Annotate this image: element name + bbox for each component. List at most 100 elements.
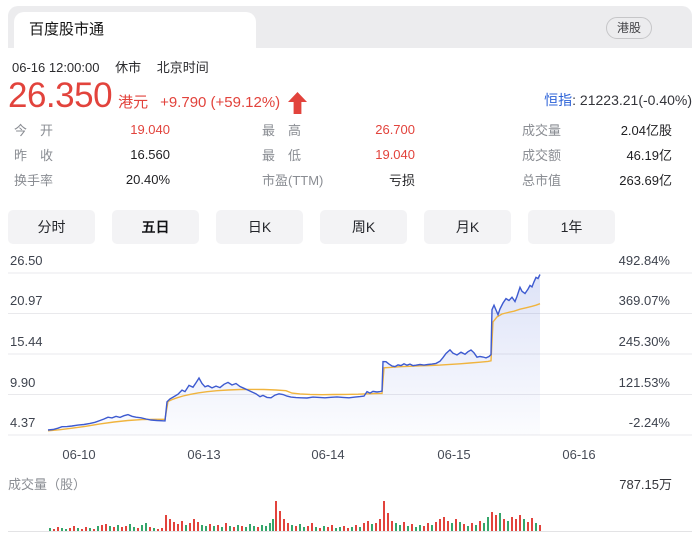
y-axis-label-right: 369.07% xyxy=(618,293,670,309)
stat-value: 26.700 xyxy=(375,122,415,137)
volume-bar xyxy=(141,525,143,531)
volume-bar xyxy=(81,529,83,531)
stat-row: 市盈(TTM) 亏损 xyxy=(262,167,415,192)
volume-bar xyxy=(57,527,59,531)
y-axis-label-left: 15.44 xyxy=(10,333,43,349)
volume-bar xyxy=(53,529,55,531)
volume-bar xyxy=(335,528,337,531)
y-axis-label-left: 4.37 xyxy=(10,415,36,430)
price-change: +9.790 (+59.12%) xyxy=(160,94,281,111)
volume-bar xyxy=(507,521,509,531)
volume-bar xyxy=(391,521,393,531)
stat-row: 成交额 46.19亿 xyxy=(522,142,672,167)
current-price: 26.350 xyxy=(8,76,113,115)
volume-bar xyxy=(455,519,457,531)
volume-bar xyxy=(113,527,115,531)
x-axis-label: 06-16 xyxy=(562,447,596,462)
volume-bar xyxy=(61,528,63,531)
volume-bar xyxy=(503,519,505,531)
app-tab[interactable]: 百度股市通 xyxy=(14,12,256,48)
volume-bar xyxy=(499,513,501,531)
stat-label: 今 开 xyxy=(14,123,54,138)
stats-column: 成交量 2.04亿股 成交额 46.19亿 总市值 263.69亿 xyxy=(522,117,672,192)
price-chart[interactable]: 26.50 492.84% 20.97 369.07% 15.44 245.30% 9.90… xyxy=(0,248,700,445)
volume-bar xyxy=(245,527,247,531)
volume-bar xyxy=(419,525,421,531)
volume-bar xyxy=(407,526,409,531)
volume-bar xyxy=(415,527,417,531)
volume-bar xyxy=(527,522,529,531)
period-tab-五日[interactable]: 五日 xyxy=(112,210,199,244)
volume-bar xyxy=(225,523,227,531)
stat-row: 总市值 263.69亿 xyxy=(522,167,672,192)
volume-bar xyxy=(351,527,353,531)
volume-bar xyxy=(279,511,281,531)
volume-bar xyxy=(257,527,259,531)
volume-bar xyxy=(221,527,223,531)
stat-label: 最 低 xyxy=(262,148,302,163)
price-area-fill xyxy=(48,274,540,435)
volume-bar xyxy=(133,527,135,531)
volume-bar xyxy=(303,527,305,531)
stat-row: 换手率 20.40% xyxy=(14,167,170,192)
quote-block: 26.350 港元 +9.790 (+59.12%) xyxy=(8,76,308,116)
volume-bar xyxy=(125,526,127,531)
stats-column: 今 开 19.040 昨 收 16.560 换手率 20.40% xyxy=(14,117,170,192)
volume-bar xyxy=(89,528,91,531)
volume-bar xyxy=(483,523,485,531)
top-tab-bar: 百度股市通 港股 xyxy=(8,6,692,48)
y-axis-label-left: 9.90 xyxy=(10,374,36,390)
period-tab-周K[interactable]: 周K xyxy=(320,210,407,244)
period-tab-分时[interactable]: 分时 xyxy=(8,210,95,244)
y-axis-label-left: 26.50 xyxy=(10,253,43,268)
stat-row: 成交量 2.04亿股 xyxy=(522,117,672,142)
volume-bar xyxy=(137,528,139,531)
period-tab-月K[interactable]: 月K xyxy=(424,210,511,244)
stat-value: 19.040 xyxy=(130,122,170,137)
volume-bar xyxy=(73,526,75,531)
volume-bar xyxy=(229,526,231,531)
y-axis-label-right: -2.24% xyxy=(628,415,670,430)
volume-bar xyxy=(479,521,481,531)
period-tab-日K[interactable]: 日K xyxy=(216,210,303,244)
volume-bar xyxy=(205,526,207,531)
volume-latest-value: 787.15万 xyxy=(619,477,672,492)
volume-bar xyxy=(153,528,155,531)
index-name-link[interactable]: 恒指 xyxy=(544,92,573,108)
volume-bar xyxy=(463,524,465,531)
x-axis-label: 06-14 xyxy=(311,447,345,462)
volume-bar xyxy=(319,528,321,531)
volume-bar xyxy=(311,523,313,531)
volume-bar xyxy=(291,525,293,531)
stat-row: 最 高 26.700 xyxy=(262,117,415,142)
volume-bar xyxy=(85,527,87,531)
volume-bar xyxy=(327,527,329,531)
volume-bar xyxy=(283,519,285,531)
volume-bar xyxy=(451,523,453,531)
currency-label: 港元 xyxy=(118,94,149,111)
volume-bar xyxy=(201,525,203,531)
volume-bar xyxy=(193,519,195,531)
volume-chart[interactable] xyxy=(0,495,700,538)
volume-bar xyxy=(69,528,71,531)
period-tab-1年[interactable]: 1年 xyxy=(528,210,615,244)
x-axis-label: 06-10 xyxy=(62,447,96,462)
volume-bar xyxy=(217,525,219,531)
volume-bar xyxy=(491,512,493,531)
volume-bar xyxy=(169,519,171,531)
volume-bar xyxy=(423,526,425,531)
volume-bar xyxy=(165,515,167,531)
volume-bar xyxy=(411,524,413,531)
y-axis-label-left: 20.97 xyxy=(10,293,43,309)
volume-bar xyxy=(343,526,345,531)
volume-bar xyxy=(375,523,377,531)
volume-chart-canvas xyxy=(8,501,692,532)
volume-bar xyxy=(253,526,255,531)
volume-bar xyxy=(287,523,289,531)
volume-bar xyxy=(121,527,123,531)
volume-bar xyxy=(299,524,301,531)
x-axis-label: 06-13 xyxy=(187,447,221,462)
volume-bar xyxy=(209,524,211,531)
y-axis-label-right: 492.84% xyxy=(618,253,670,268)
quote-datetime: 06-16 12:00:00 xyxy=(12,60,100,75)
